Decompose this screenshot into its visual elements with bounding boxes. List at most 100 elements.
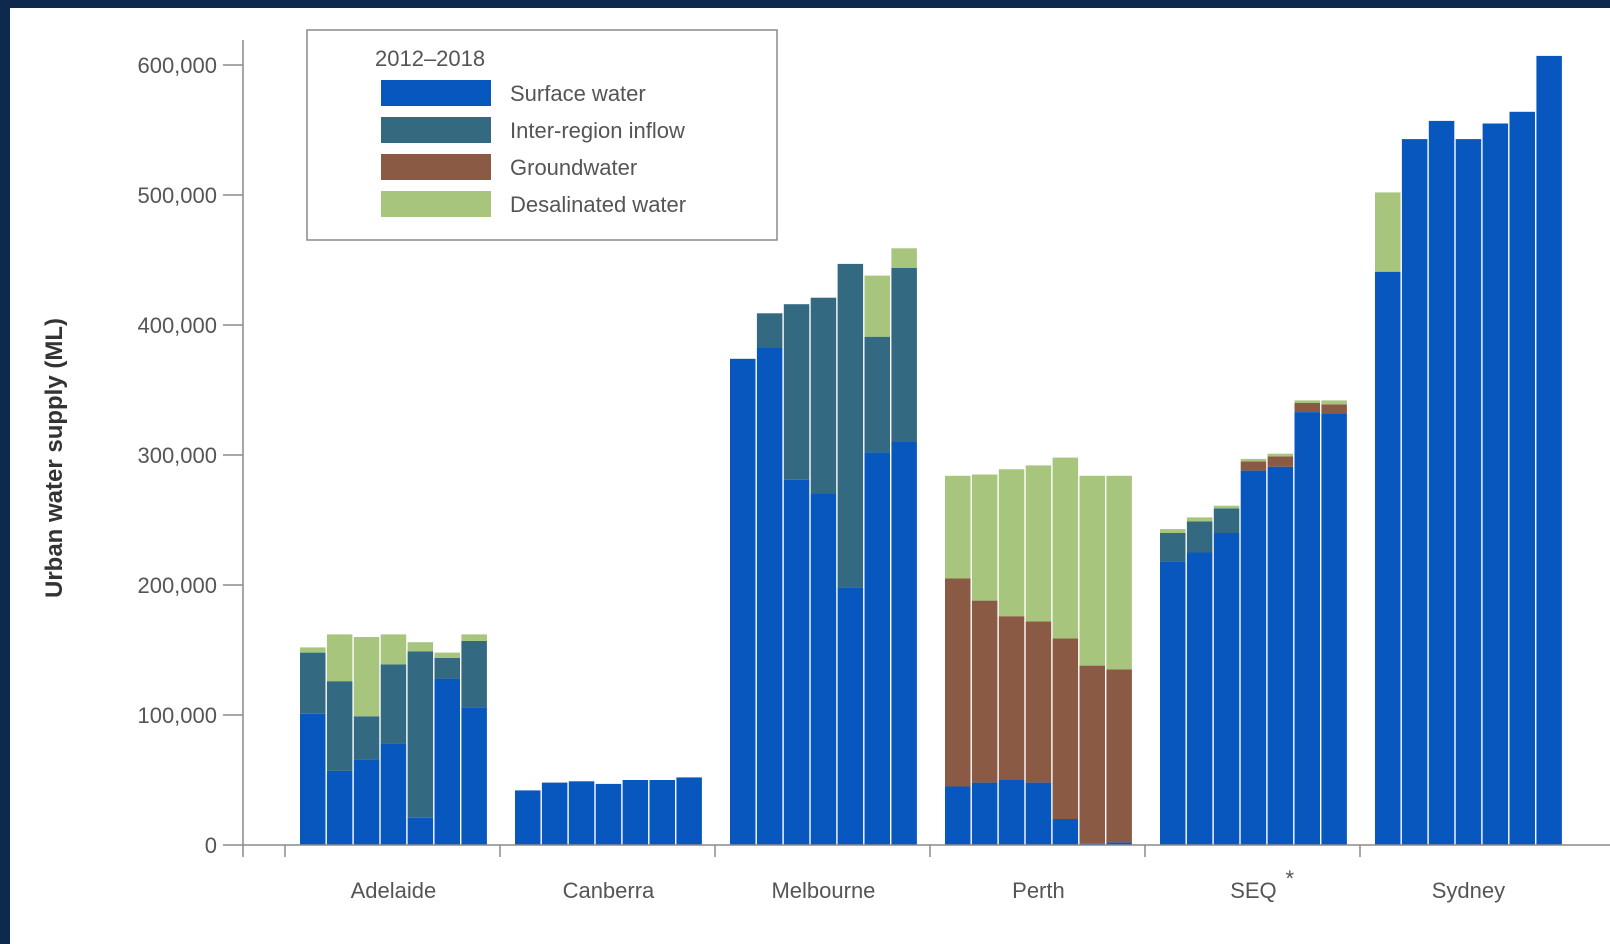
- bar-segment-desalinated-water: [434, 652, 460, 658]
- bar-segment-groundwater: [1106, 669, 1132, 843]
- legend: 2012–2018 Surface water Inter-region infl…: [306, 29, 778, 241]
- bars: [300, 55, 1562, 846]
- legend-entry-label: Desalinated water: [510, 192, 686, 217]
- bar-segment-surface-water: [1375, 271, 1401, 845]
- bar-segment-surface-water: [1213, 533, 1240, 845]
- bar-segment-surface-water: [649, 780, 675, 845]
- bar-segment-desalinated-water: [380, 634, 407, 665]
- category-label: Canberra: [563, 878, 655, 903]
- bar-segment-surface-water: [1186, 552, 1213, 845]
- legend-entry-label: Groundwater: [510, 155, 637, 180]
- axes: Adelaide Canberra Melbourne Perth SEQ * Sydney: [242, 40, 1610, 903]
- bar-segment-groundwater: [1025, 621, 1052, 783]
- bar-segment-desalinated-water: [1186, 517, 1213, 522]
- bar-segment-surface-water: [1240, 470, 1267, 845]
- bar-segment-inter-region-inflow: [1160, 533, 1186, 562]
- bar-segment-groundwater: [1052, 638, 1079, 819]
- legend-entry-label: Inter-region inflow: [510, 118, 685, 143]
- bar-segment-surface-water: [300, 713, 326, 845]
- bar-segment-surface-water: [837, 587, 864, 845]
- bar-segment-surface-water: [568, 781, 595, 845]
- y-tick-label: 300,000: [137, 443, 217, 468]
- bar-segment-surface-water: [1267, 466, 1294, 845]
- y-tick-label: 600,000: [137, 53, 217, 78]
- bar-group-melbourne: [730, 248, 917, 845]
- bar-segment-desalinated-water: [300, 647, 326, 653]
- bar-segment-surface-water: [353, 759, 380, 845]
- bar-segment-inter-region-inflow: [380, 664, 407, 744]
- bar-segment-surface-water: [407, 817, 434, 845]
- bar-segment-surface-water: [810, 494, 837, 845]
- legend-swatch: [381, 191, 491, 217]
- bar-segment-inter-region-inflow: [810, 297, 837, 494]
- category-label: Perth: [1012, 878, 1065, 903]
- bar-segment-inter-region-inflow: [353, 716, 380, 760]
- bar-segment-surface-water: [1106, 842, 1132, 845]
- bar-segment-inter-region-inflow: [326, 681, 353, 771]
- bar-segment-inter-region-inflow: [864, 336, 890, 453]
- bar-segment-desalinated-water: [1240, 458, 1267, 462]
- bar-segment-inter-region-inflow: [837, 263, 864, 588]
- bar-segment-surface-water: [998, 780, 1025, 845]
- bar-segment-surface-water: [622, 780, 649, 845]
- bar-segment-inter-region-inflow: [461, 640, 487, 708]
- bar-segment-surface-water: [1052, 819, 1079, 845]
- bar-segment-inter-region-inflow: [434, 657, 460, 679]
- bar-segment-surface-water: [1025, 782, 1052, 845]
- bar-segment-surface-water: [541, 782, 568, 845]
- legend-entry-label: Surface water: [510, 81, 646, 106]
- bar-segment-groundwater: [998, 616, 1025, 780]
- bar-segment-inter-region-inflow: [300, 652, 326, 714]
- bar-segment-surface-water: [1321, 413, 1347, 845]
- bar-group-sydney: [1375, 55, 1562, 846]
- legend-swatch: [381, 154, 491, 180]
- bar-segment-desalinated-water: [1160, 529, 1186, 533]
- y-axis-label: Urban water supply (ML): [41, 318, 68, 598]
- bar-segment-desalinated-water: [1294, 400, 1320, 403]
- bar-segment-surface-water: [461, 707, 487, 845]
- y-tick-label: 0: [205, 833, 217, 858]
- legend-swatch: [381, 117, 491, 143]
- bar-segment-desalinated-water: [1106, 475, 1132, 670]
- y-tick-label: 400,000: [137, 313, 217, 338]
- bar-segment-desalinated-water: [891, 248, 917, 268]
- legend-title: 2012–2018: [375, 46, 485, 71]
- bar-segment-surface-water: [1455, 139, 1482, 846]
- bar-segment-groundwater: [1079, 665, 1105, 844]
- bar-segment-surface-water: [783, 479, 810, 845]
- bar-segment-desalinated-water: [1375, 192, 1401, 272]
- bar-segment-groundwater: [1267, 456, 1294, 467]
- bar-segment-groundwater: [1240, 461, 1267, 471]
- bar-segment-inter-region-inflow: [891, 267, 917, 442]
- bar-segment-desalinated-water: [1213, 505, 1240, 509]
- bar-segment-inter-region-inflow: [756, 313, 783, 348]
- bar-segment-surface-water: [730, 358, 756, 845]
- bar-segment-desalinated-water: [1052, 457, 1079, 639]
- bar-segment-groundwater: [945, 578, 971, 787]
- bar-segment-surface-water: [864, 452, 890, 845]
- bar-segment-desalinated-water: [971, 474, 998, 601]
- bar-segment-surface-water: [1509, 111, 1535, 846]
- bar-group-perth: [945, 457, 1132, 845]
- category-label: Sydney: [1432, 878, 1505, 903]
- bar-segment-desalinated-water: [407, 642, 434, 652]
- category-label: SEQ: [1230, 878, 1276, 903]
- bar-segment-inter-region-inflow: [1213, 508, 1240, 533]
- y-axis-ticks: 0 100,000 200,000 300,000 400,000 500,000 600,…: [137, 53, 243, 858]
- bar-segment-surface-water: [326, 770, 353, 845]
- bar-segment-surface-water: [1294, 412, 1320, 845]
- category-label: Melbourne: [771, 878, 875, 903]
- bar-segment-surface-water: [1536, 55, 1562, 845]
- bar-segment-surface-water: [756, 347, 783, 845]
- bar-group-seq: [1160, 400, 1347, 845]
- bar-segment-groundwater: [1321, 404, 1347, 414]
- bar-segment-surface-water: [380, 743, 407, 845]
- bar-segment-groundwater: [1294, 403, 1320, 413]
- bar-segment-desalinated-water: [461, 634, 487, 641]
- chart-frame: 0 100,000 200,000 300,000 400,000 500,000 600,…: [10, 8, 1610, 944]
- bar-segment-surface-water: [515, 790, 541, 845]
- y-tick-label: 500,000: [137, 183, 217, 208]
- stacked-bar-chart: 0 100,000 200,000 300,000 400,000 500,000 600,…: [41, 29, 1610, 903]
- category-label: Adelaide: [351, 878, 437, 903]
- bar-segment-surface-water: [971, 782, 998, 845]
